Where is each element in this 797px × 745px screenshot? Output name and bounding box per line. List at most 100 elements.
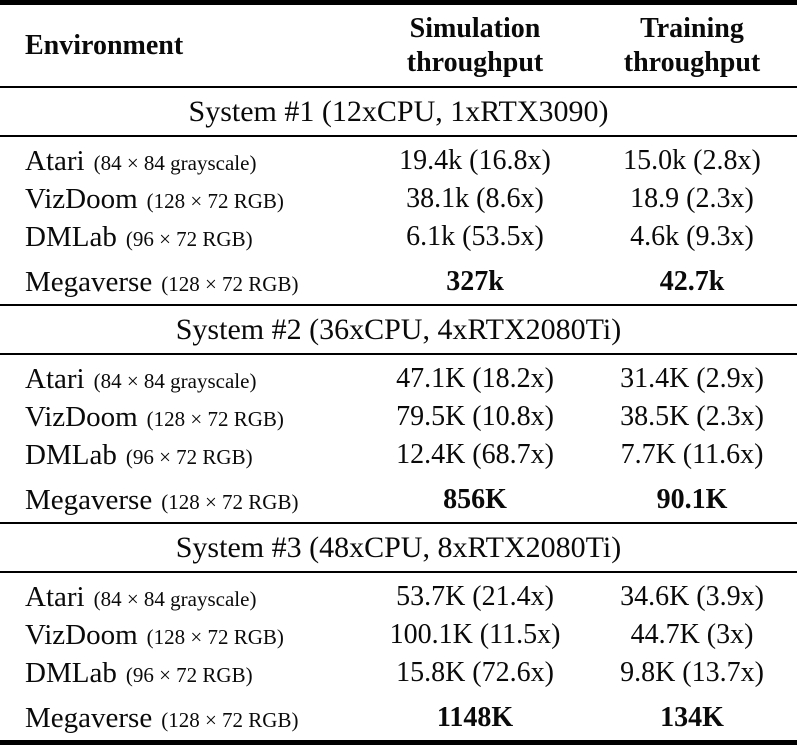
environment-name: DMLab <box>25 438 117 471</box>
training-throughput-value: 7.7K (11.6x) <box>620 439 764 470</box>
column-header-simulation-line1: Simulation <box>409 12 541 44</box>
system-heading: System #1 (12xCPU, 1xRTX3090) <box>0 88 797 135</box>
environment-cell: Atari (84 × 84 grayscale) <box>25 145 363 178</box>
table-row: Atari (84 × 84 grayscale) 53.7K (21.4x) … <box>0 578 797 616</box>
simulation-throughput-value: 1148K <box>436 702 514 733</box>
table-row: VizDoom (128 × 72 RGB) 79.5K (10.8x) 38.… <box>0 398 797 436</box>
environment-name: DMLab <box>25 220 117 253</box>
environment-cell: Megaverse (128 × 72 RGB) <box>25 702 363 735</box>
table-row: VizDoom (128 × 72 RGB) 100.1K (11.5x) 44… <box>0 616 797 654</box>
column-header-environment: Environment <box>25 29 184 61</box>
environment-resolution-spec: (96 × 72 RGB) <box>125 444 253 469</box>
training-throughput-value: 42.7k <box>659 266 725 297</box>
environment-resolution-spec: (128 × 72 RGB) <box>161 271 299 296</box>
header-bottom-rule <box>0 86 797 88</box>
system-heading: System #2 (36xCPU, 4xRTX2080Ti) <box>0 306 797 353</box>
environment-cell: VizDoom (128 × 72 RGB) <box>25 183 363 216</box>
table-row: VizDoom (128 × 72 RGB) 38.1k (8.6x) 18.9… <box>0 180 797 218</box>
section-heading-rule <box>0 353 797 355</box>
environment-cell: DMLab (96 × 72 RGB) <box>25 439 363 472</box>
system-rows: Atari (84 × 84 grayscale) 19.4k (16.8x) … <box>0 137 797 304</box>
column-header-training-line2: throughput <box>623 46 761 78</box>
table-row: Megaverse (128 × 72 RGB) 327k 42.7k <box>0 263 797 301</box>
environment-resolution-spec: (96 × 72 RGB) <box>125 226 253 251</box>
column-header-training-throughput: Training throughput <box>587 12 797 80</box>
table-row: DMLab (96 × 72 RGB) 6.1k (53.5x) 4.6k (9… <box>0 218 797 256</box>
environment-resolution-spec: (128 × 72 RGB) <box>161 489 299 514</box>
environment-cell: DMLab (96 × 72 RGB) <box>25 221 363 254</box>
environment-name: DMLab <box>25 656 117 689</box>
column-header-simulation-throughput: Simulation throughput <box>363 12 587 80</box>
simulation-throughput-value: 327k <box>446 266 504 297</box>
section-separator-rule <box>0 522 797 524</box>
training-throughput-value: 4.6k (9.3x) <box>630 221 754 252</box>
system-heading: System #3 (48xCPU, 8xRTX2080Ti) <box>0 524 797 571</box>
environment-resolution-spec: (128 × 72 RGB) <box>146 188 284 213</box>
environment-cell: VizDoom (128 × 72 RGB) <box>25 619 363 652</box>
training-throughput-value: 31.4K (2.9x) <box>620 363 764 394</box>
environment-cell: Atari (84 × 84 grayscale) <box>25 581 363 614</box>
simulation-throughput-value: 19.4k (16.8x) <box>399 145 551 176</box>
column-header-simulation-line2: throughput <box>406 46 544 78</box>
system-title: System #2 (36xCPU, 4xRTX2080Ti) <box>175 312 622 346</box>
table-row: Atari (84 × 84 grayscale) 47.1K (18.2x) … <box>0 360 797 398</box>
table-row: DMLab (96 × 72 RGB) 15.8K (72.6x) 9.8K (… <box>0 654 797 692</box>
simulation-throughput-value: 15.8K (72.6x) <box>396 657 554 688</box>
system-title: System #1 (12xCPU, 1xRTX3090) <box>188 94 609 128</box>
environment-name: Megaverse <box>25 265 153 298</box>
environment-resolution-spec: (84 × 84 grayscale) <box>93 586 257 611</box>
system-section: System #2 (36xCPU, 4xRTX2080Ti) Atari (8… <box>0 306 797 522</box>
environment-name: Atari <box>25 144 85 177</box>
environment-cell: VizDoom (128 × 72 RGB) <box>25 401 363 434</box>
environment-name: VizDoom <box>25 182 138 215</box>
simulation-throughput-value: 100.1K (11.5x) <box>389 619 561 650</box>
environment-cell: Megaverse (128 × 72 RGB) <box>25 266 363 299</box>
environment-cell: Atari (84 × 84 grayscale) <box>25 363 363 396</box>
environment-resolution-spec: (128 × 72 RGB) <box>161 707 299 732</box>
environment-resolution-spec: (96 × 72 RGB) <box>125 662 253 687</box>
section-separator-rule <box>0 304 797 306</box>
simulation-throughput-value: 856K <box>443 484 507 515</box>
environment-resolution-spec: (128 × 72 RGB) <box>146 624 284 649</box>
section-heading-rule <box>0 571 797 573</box>
simulation-throughput-value: 12.4K (68.7x) <box>396 439 554 470</box>
environment-name: Atari <box>25 362 85 395</box>
table-row: Megaverse (128 × 72 RGB) 856K 90.1K <box>0 481 797 519</box>
environment-name: VizDoom <box>25 618 138 651</box>
table-row: Atari (84 × 84 grayscale) 19.4k (16.8x) … <box>0 142 797 180</box>
system-rows: Atari (84 × 84 grayscale) 47.1K (18.2x) … <box>0 355 797 522</box>
training-throughput-value: 134K <box>660 702 724 733</box>
table-header-row: Environment Simulation throughput Traini… <box>0 5 797 86</box>
system-section: System #1 (12xCPU, 1xRTX3090) Atari (84 … <box>0 88 797 304</box>
environment-name: Megaverse <box>25 483 153 516</box>
training-throughput-value: 90.1K <box>656 484 728 515</box>
system-section: System #3 (48xCPU, 8xRTX2080Ti) Atari (8… <box>0 524 797 740</box>
environment-cell: DMLab (96 × 72 RGB) <box>25 657 363 690</box>
environment-name: VizDoom <box>25 400 138 433</box>
training-throughput-value: 9.8K (13.7x) <box>620 657 764 688</box>
environment-resolution-spec: (128 × 72 RGB) <box>146 406 284 431</box>
environment-resolution-spec: (84 × 84 grayscale) <box>93 368 257 393</box>
column-header-training-line1: Training <box>640 12 744 44</box>
system-title: System #3 (48xCPU, 8xRTX2080Ti) <box>175 530 622 564</box>
table-body: System #1 (12xCPU, 1xRTX3090) Atari (84 … <box>0 88 797 740</box>
system-rows: Atari (84 × 84 grayscale) 53.7K (21.4x) … <box>0 573 797 740</box>
training-throughput-value: 18.9 (2.3x) <box>630 183 754 214</box>
environment-cell: Megaverse (128 × 72 RGB) <box>25 484 363 517</box>
training-throughput-value: 38.5K (2.3x) <box>620 401 764 432</box>
simulation-throughput-value: 6.1k (53.5x) <box>406 221 544 252</box>
environment-name: Atari <box>25 580 85 613</box>
environment-resolution-spec: (84 × 84 grayscale) <box>93 150 257 175</box>
table-row: DMLab (96 × 72 RGB) 12.4K (68.7x) 7.7K (… <box>0 436 797 474</box>
environment-name: Megaverse <box>25 701 153 734</box>
table-row: Megaverse (128 × 72 RGB) 1148K 134K <box>0 699 797 737</box>
training-throughput-value: 34.6K (3.9x) <box>620 581 764 612</box>
section-heading-rule <box>0 135 797 137</box>
simulation-throughput-value: 53.7K (21.4x) <box>396 581 554 612</box>
training-throughput-value: 44.7K (3x) <box>630 619 754 650</box>
training-throughput-value: 15.0k (2.8x) <box>623 145 761 176</box>
simulation-throughput-value: 47.1K (18.2x) <box>396 363 554 394</box>
simulation-throughput-value: 79.5K (10.8x) <box>396 401 554 432</box>
simulation-throughput-value: 38.1k (8.6x) <box>406 183 544 214</box>
